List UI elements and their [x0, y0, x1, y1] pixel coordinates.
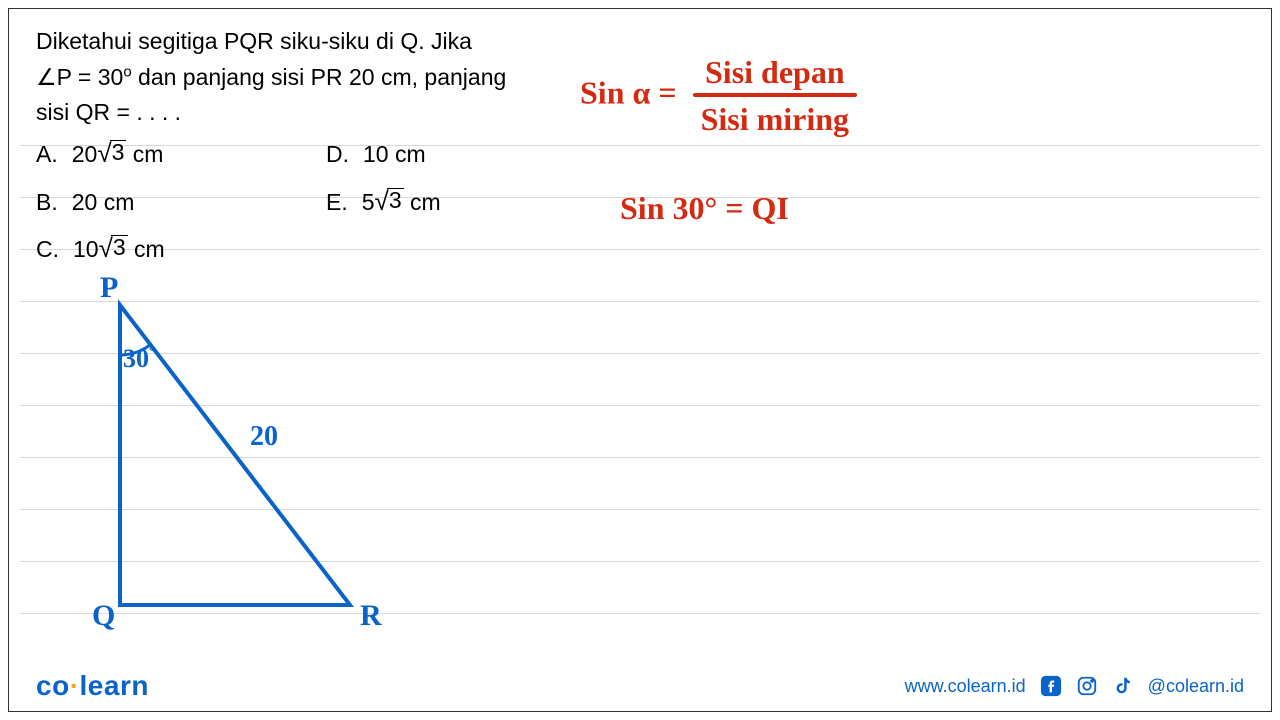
- option-c: C. 10√3 cm: [36, 232, 206, 268]
- colearn-logo: co·learn: [36, 670, 149, 702]
- tiktok-icon: [1112, 675, 1134, 697]
- facebook-icon: [1040, 675, 1062, 697]
- svg-text:20: 20: [250, 421, 278, 452]
- svg-text:Q: Q: [92, 599, 115, 632]
- q-line2-pre: ∠P = 30: [36, 64, 123, 90]
- q-line2-post: dan panjang sisi PR 20 cm, panjang: [132, 64, 507, 90]
- question-text: Diketahui segitiga PQR siku-siku di Q. J…: [36, 24, 536, 131]
- footer-url: www.colearn.id: [905, 676, 1026, 697]
- instagram-icon: [1076, 675, 1098, 697]
- svg-text:P: P: [100, 275, 118, 304]
- option-a: A. 20√3 cm: [36, 137, 206, 173]
- q-degree: o: [123, 63, 131, 80]
- option-e: E. 5√3 cm: [326, 185, 496, 221]
- handwritten-formula: Sin α = Sisi depan Sisi miring: [580, 54, 857, 138]
- footer-handle: @colearn.id: [1148, 676, 1244, 697]
- q-line3: sisi QR = . . . .: [36, 99, 181, 125]
- svg-text:30°: 30°: [123, 344, 155, 373]
- option-d: D. 10 cm: [326, 137, 496, 173]
- footer-right: www.colearn.id @colearn.id: [905, 675, 1244, 697]
- handwritten-equation: Sin 30° = QI: [620, 190, 789, 227]
- footer: co·learn www.colearn.id @colearn.id: [36, 670, 1244, 702]
- triangle-diagram: P Q R 30° 20: [40, 275, 400, 645]
- svg-text:R: R: [360, 599, 382, 632]
- question-block: Diketahui segitiga PQR siku-siku di Q. J…: [36, 24, 536, 280]
- q-line1: Diketahui segitiga PQR siku-siku di Q. J…: [36, 28, 472, 54]
- options: A. 20√3 cm D. 10 cm B. 20 cm E. 5√3 cm: [36, 137, 536, 268]
- option-b: B. 20 cm: [36, 185, 206, 221]
